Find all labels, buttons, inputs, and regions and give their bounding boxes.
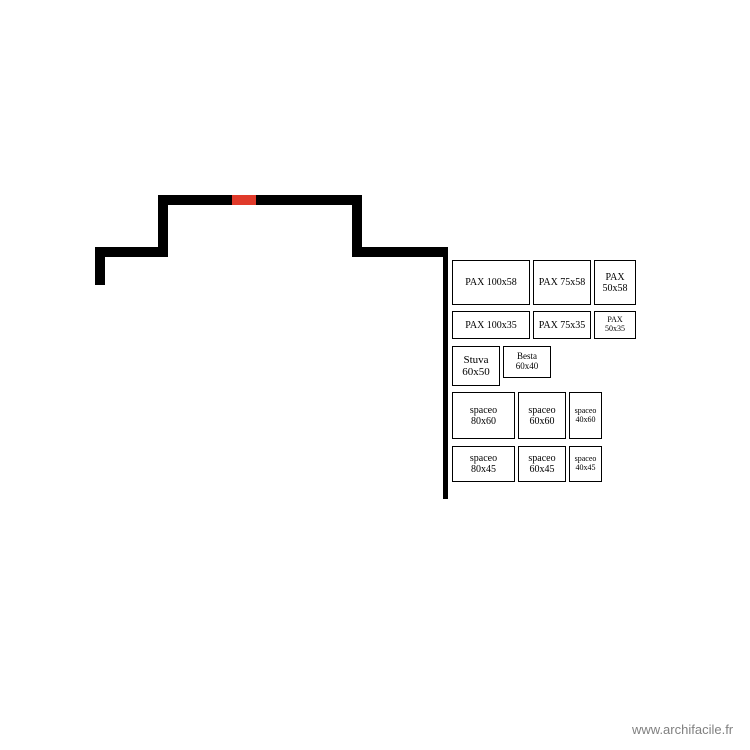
wall-top bbox=[158, 195, 362, 205]
box-spaceo-60x45: spaceo60x45 bbox=[518, 446, 566, 482]
box-spaceo-80x60: spaceo80x60 bbox=[452, 392, 515, 439]
wall-mid-left bbox=[95, 247, 168, 257]
box-spaceo-40x60: spaceo40x60 bbox=[569, 392, 602, 439]
box-spaceo-40x45: spaceo40x45 bbox=[569, 446, 602, 482]
box-pax-50x58: PAX50x58 bbox=[594, 260, 636, 305]
wall-right-drop bbox=[443, 247, 448, 499]
box-stuva-60x50: Stuva60x50 bbox=[452, 346, 500, 386]
box-besta-60x40: Besta60x40 bbox=[503, 346, 551, 378]
box-pax-100x58: PAX 100x58 bbox=[452, 260, 530, 305]
watermark-text: www.archifacile.fr bbox=[632, 722, 733, 737]
wall-left-drop bbox=[95, 247, 105, 285]
box-pax-75x58: PAX 75x58 bbox=[533, 260, 591, 305]
box-spaceo-80x45: spaceo80x45 bbox=[452, 446, 515, 482]
box-pax-50x35: PAX50x35 bbox=[594, 311, 636, 339]
box-pax-75x35: PAX 75x35 bbox=[533, 311, 591, 339]
box-pax-100x35: PAX 100x35 bbox=[452, 311, 530, 339]
door-marker bbox=[232, 195, 256, 205]
box-spaceo-60x60: spaceo60x60 bbox=[518, 392, 566, 439]
wall-mid-right bbox=[352, 247, 448, 257]
